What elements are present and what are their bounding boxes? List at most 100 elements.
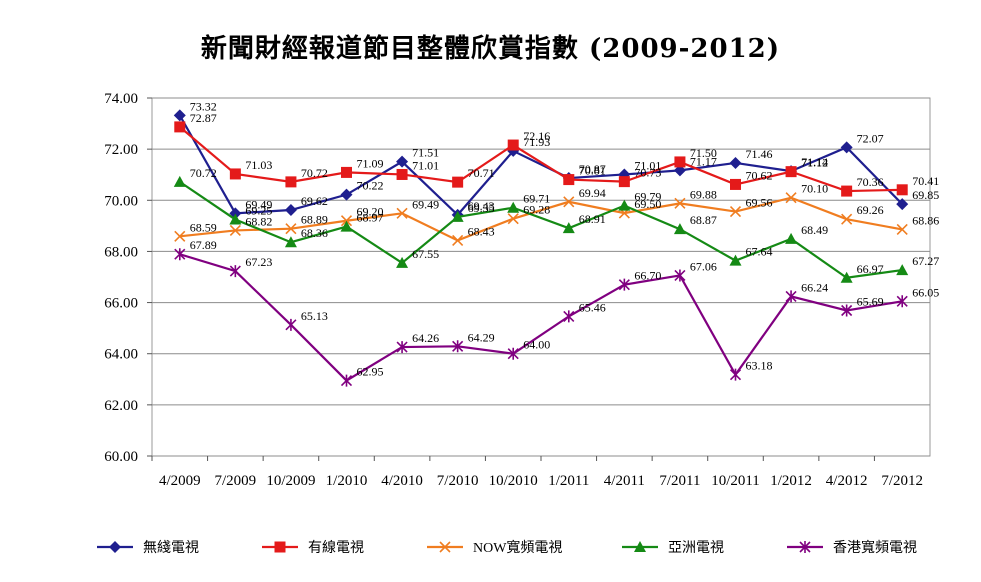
data-point [340, 188, 353, 201]
data-label: 66.24 [801, 280, 828, 294]
data-point [841, 185, 853, 197]
data-label: 69.85 [912, 188, 939, 202]
data-label: 69.43 [468, 199, 495, 213]
data-label: 64.00 [523, 338, 550, 352]
data-point [674, 156, 686, 168]
y-tick-label: 66.00 [104, 296, 138, 312]
data-label: 65.13 [301, 309, 328, 323]
data-label: 69.71 [523, 192, 550, 206]
data-point [285, 318, 297, 331]
legend-marker [439, 541, 451, 553]
data-point [729, 368, 742, 381]
legend-label: 無綫電視 [143, 540, 199, 556]
data-point [841, 213, 853, 225]
x-axis: 4/2009 7/2009 10/2009 1/2010 4/2010 7/2010 10/… [151, 456, 923, 489]
data-point [229, 265, 241, 278]
data-point [673, 223, 686, 235]
data-point [396, 341, 408, 354]
data-point [841, 304, 853, 317]
data-label: 71.14 [801, 155, 828, 169]
x-tick-label: 4/2010 [381, 473, 423, 489]
data-point [896, 223, 908, 236]
data-label: 66.70 [634, 269, 661, 283]
data-point [396, 256, 409, 268]
x-tick-label: 4/2009 [159, 473, 201, 489]
data-label: 69.88 [690, 187, 717, 201]
data-point [229, 168, 241, 180]
data-label: 67.89 [190, 238, 217, 252]
data-point [729, 156, 742, 169]
data-label: 69.25 [245, 203, 272, 217]
series-2 [174, 121, 908, 197]
data-point [563, 310, 575, 323]
data-label: 67.64 [746, 245, 773, 259]
x-tick-label: 4/2011 [604, 473, 645, 489]
data-label: 71.03 [245, 158, 272, 172]
x-tick-label: 10/2011 [711, 473, 760, 489]
data-point [340, 220, 353, 232]
data-point [507, 213, 519, 225]
data-label: 71.51 [412, 146, 439, 160]
data-label: 68.59 [190, 220, 217, 234]
data-label: 68.91 [579, 212, 606, 226]
data-point [284, 204, 297, 217]
data-point [452, 340, 464, 353]
data-label: 71.46 [746, 147, 773, 161]
chart-title: 新聞財經報道節目整體欣賞指數 (2009-2012) [200, 34, 781, 64]
data-point [840, 271, 853, 283]
series-layer [173, 109, 909, 387]
data-label: 64.26 [412, 331, 439, 345]
data-label: 72.87 [190, 111, 217, 125]
data-label: 68.82 [245, 214, 272, 228]
data-label: 70.10 [801, 182, 828, 196]
data-label: 69.20 [357, 205, 384, 219]
data-label: 67.55 [412, 247, 439, 261]
legend: 無綫電視 有線電視 NOW寬頻電視 亞洲電視 香港寬頻電視 [97, 539, 917, 556]
data-point [729, 205, 742, 218]
series-3 [174, 192, 908, 246]
data-label: 68.89 [301, 213, 328, 227]
data-point [618, 278, 630, 291]
data-point [396, 207, 408, 219]
legend-marker [634, 541, 646, 552]
data-label: 64.29 [468, 330, 495, 344]
data-point [563, 196, 575, 208]
y-tick-label: 60.00 [104, 449, 138, 465]
x-tick-label: 4/2012 [826, 473, 868, 489]
data-point [729, 254, 742, 266]
data-point [840, 141, 853, 154]
data-label: 70.71 [468, 166, 495, 180]
data-label: 69.26 [857, 203, 884, 217]
legend-marker [109, 541, 121, 553]
data-point [785, 232, 798, 244]
series-line [179, 126, 903, 193]
data-point [896, 264, 909, 276]
data-label: 68.97 [357, 211, 384, 225]
data-point [173, 109, 186, 122]
data-label: 69.49 [245, 197, 272, 211]
data-point [285, 176, 297, 188]
data-point [284, 236, 297, 248]
data-point [285, 223, 297, 235]
x-tick-label: 1/2010 [326, 473, 368, 489]
data-label: 69.79 [634, 190, 661, 204]
data-point [730, 178, 741, 190]
series-line [179, 196, 903, 242]
series-line [178, 114, 904, 217]
data-label: 67.27 [912, 254, 939, 268]
data-label: 69.56 [746, 196, 773, 210]
data-point [785, 192, 797, 204]
data-label: 65.69 [857, 294, 884, 308]
data-point [173, 175, 186, 187]
x-tick-label: 10/2010 [489, 473, 538, 489]
data-label: 68.43 [468, 224, 495, 238]
data-label: 63.18 [746, 359, 773, 373]
data-point [674, 269, 686, 282]
legend-item: NOW寬頻電視 [427, 539, 562, 556]
legend-item: 亞洲電視 [622, 540, 724, 556]
data-label: 70.36 [857, 175, 884, 189]
y-tick-label: 68.00 [104, 244, 138, 260]
data-point [785, 166, 797, 178]
data-label: 72.07 [857, 131, 884, 145]
